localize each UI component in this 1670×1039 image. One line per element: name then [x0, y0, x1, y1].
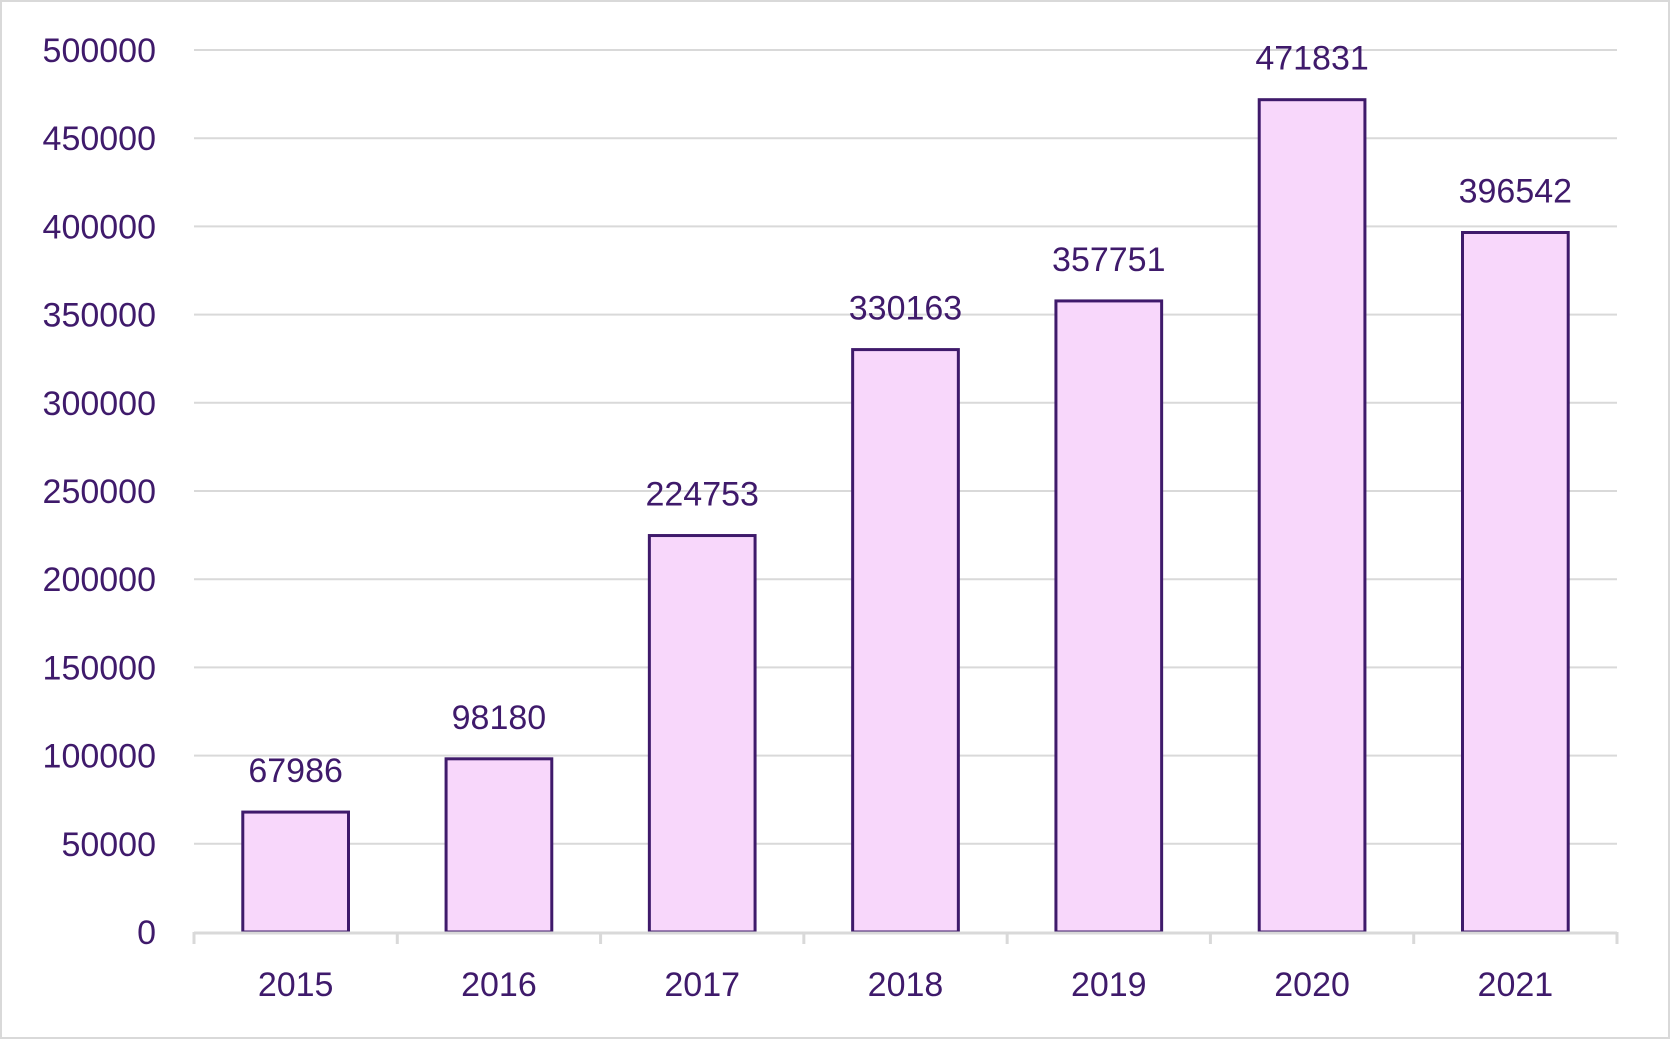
- x-tick-label-2016: 2016: [461, 966, 537, 1004]
- y-axis-tick-labels: 0 50000 100000 150000 200000 250000 300000 3500…: [43, 32, 156, 952]
- x-tick-label-2019: 2019: [1071, 966, 1147, 1004]
- y-tick-label: 400000: [43, 208, 156, 246]
- y-tick-label: 300000: [43, 385, 156, 423]
- data-label-2016: 98180: [452, 699, 547, 737]
- x-axis-tick-labels: 2015 2016 2017 2018 2019 2020 2021: [258, 966, 1553, 1004]
- y-tick-label: 500000: [43, 32, 156, 70]
- y-tick-label: 150000: [43, 649, 156, 687]
- bar-2015: [241, 810, 350, 934]
- data-label-2017: 224753: [645, 476, 758, 514]
- bars: [241, 98, 1570, 934]
- bar-2019: [1054, 299, 1164, 934]
- data-label-2019: 357751: [1052, 241, 1165, 279]
- y-tick-label: 250000: [43, 473, 156, 511]
- data-label-2018: 330163: [849, 290, 962, 328]
- x-tick-label-2020: 2020: [1274, 966, 1350, 1004]
- bar-2020: [1257, 98, 1367, 934]
- data-label-2020: 471831: [1255, 40, 1368, 78]
- y-tick-label: 350000: [43, 297, 156, 335]
- x-axis: [192, 931, 1619, 944]
- y-tick-label: 0: [137, 914, 156, 952]
- bar-2016: [444, 757, 554, 934]
- y-tick-label: 450000: [43, 120, 156, 158]
- bar-2021: [1461, 230, 1570, 934]
- data-labels: 67986 98180 224753 330163 357751 471831 396542: [248, 40, 1572, 790]
- x-tick-label-2015: 2015: [258, 966, 334, 1004]
- x-tick-label-2018: 2018: [868, 966, 944, 1004]
- data-label-2015: 67986: [248, 752, 343, 790]
- x-tick-label-2017: 2017: [664, 966, 740, 1004]
- x-tick-label-2021: 2021: [1478, 966, 1554, 1004]
- y-tick-label: 100000: [43, 738, 156, 776]
- y-tick-label: 50000: [61, 826, 156, 864]
- bar-2017: [647, 534, 757, 934]
- gridlines: [194, 49, 1617, 845]
- y-tick-label: 200000: [43, 561, 156, 599]
- data-label-2021: 396542: [1459, 172, 1572, 210]
- bar-2018: [851, 348, 960, 934]
